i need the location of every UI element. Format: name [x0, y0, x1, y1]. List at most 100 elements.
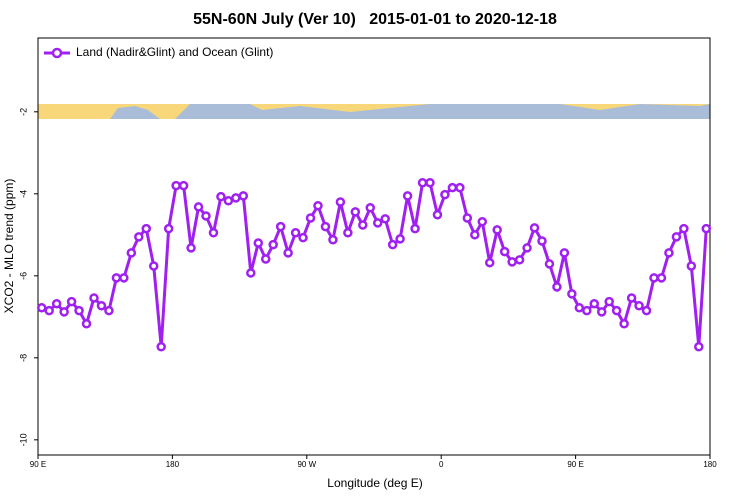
- y-tick-label: -6: [18, 272, 28, 280]
- data-point: [238, 191, 249, 201]
- data-point: [589, 298, 600, 309]
- data-point: [96, 300, 107, 311]
- data-point: [134, 232, 144, 242]
- data-point: [201, 211, 211, 221]
- data-point: [656, 273, 667, 283]
- data-point: [171, 180, 181, 191]
- data-point: [74, 305, 84, 316]
- data-point: [649, 273, 659, 283]
- x-tick-label: 0: [439, 460, 444, 469]
- x-tick-label: 180: [703, 460, 717, 469]
- data-point: [694, 342, 704, 352]
- data-point: [410, 223, 420, 234]
- y-tick-label: -8: [18, 354, 28, 362]
- data-point: [275, 221, 286, 232]
- data-point: [148, 261, 159, 271]
- data-point: [36, 303, 47, 313]
- data-point: [664, 248, 674, 258]
- data-point: [260, 254, 271, 264]
- data-point: [619, 319, 629, 329]
- data-point: [470, 230, 480, 240]
- data-point: [89, 293, 99, 303]
- data-point: [335, 197, 346, 207]
- data-point: [679, 223, 689, 234]
- data-point: [283, 248, 293, 258]
- data-point: [350, 207, 361, 217]
- data-point: [604, 296, 614, 307]
- data-point: [402, 191, 413, 201]
- x-tick-label: 90 W: [297, 460, 316, 469]
- data-point: [559, 248, 570, 258]
- data-point: [492, 225, 502, 235]
- data-point: [186, 243, 196, 253]
- data-point: [119, 273, 129, 283]
- data-point: [499, 246, 510, 257]
- y-tick-label: -2: [18, 108, 28, 116]
- data-point: [380, 214, 390, 224]
- x-tick-label: 90 E: [567, 460, 583, 469]
- legend-label: Land (Nadir&Glint) and Ocean (Glint): [76, 45, 273, 59]
- x-axis-label: Longitude (deg E): [327, 476, 422, 490]
- data-point: [320, 221, 331, 232]
- data-point: [156, 342, 166, 352]
- data-point: [253, 238, 264, 248]
- data-point: [365, 203, 376, 213]
- data-point: [104, 305, 114, 316]
- data-point: [544, 259, 555, 269]
- data-point: [298, 232, 308, 243]
- data-point: [216, 191, 226, 202]
- data-point: [223, 196, 234, 206]
- data-point: [701, 223, 712, 234]
- legend-marker: [51, 47, 63, 59]
- y-tick-label: -10: [18, 433, 28, 446]
- data-point: [51, 298, 62, 309]
- data-point: [290, 228, 301, 238]
- plot-frame: [37, 37, 711, 456]
- data-point: [574, 303, 585, 313]
- data-point: [477, 216, 488, 227]
- data-point: [387, 239, 398, 250]
- data-point: [440, 189, 450, 200]
- data-point: [582, 305, 592, 316]
- x-tick-label: 180: [166, 460, 180, 469]
- map-strip: [38, 104, 710, 119]
- data-point: [507, 257, 517, 267]
- data-point: [686, 261, 697, 271]
- data-point: [671, 232, 682, 242]
- data-point: [626, 293, 637, 303]
- data-point: [567, 289, 577, 299]
- data-point: [514, 255, 525, 265]
- data-point: [111, 273, 122, 283]
- data-point: [425, 177, 435, 188]
- data-point: [417, 177, 428, 188]
- data-point: [163, 223, 174, 234]
- data-point: [596, 307, 607, 317]
- x-tick-label: 90 E: [30, 460, 46, 469]
- data-point: [59, 307, 69, 317]
- data-point: [44, 305, 54, 316]
- data-point: [126, 248, 137, 258]
- data-point: [522, 243, 532, 253]
- data-point: [208, 228, 219, 238]
- data-point: [231, 193, 241, 203]
- data-point: [343, 228, 353, 238]
- data-point: [462, 213, 473, 223]
- data-point: [432, 209, 443, 220]
- y-tick-label: -4: [18, 190, 28, 198]
- data-point: [611, 305, 622, 316]
- data-point: [455, 182, 465, 193]
- data-point: [141, 223, 152, 234]
- data-point: [66, 296, 77, 307]
- data-point: [305, 213, 316, 223]
- data-point: [178, 180, 189, 191]
- data-point: [641, 305, 652, 316]
- data-point: [634, 300, 644, 311]
- y-axis-label: XCO2 - MLO trend (ppm): [2, 179, 16, 314]
- data-point: [193, 202, 204, 212]
- data-point: [395, 234, 405, 244]
- data-point: [552, 282, 562, 292]
- data-point: [268, 239, 278, 250]
- data-point: [358, 220, 368, 230]
- data-point: [313, 200, 323, 211]
